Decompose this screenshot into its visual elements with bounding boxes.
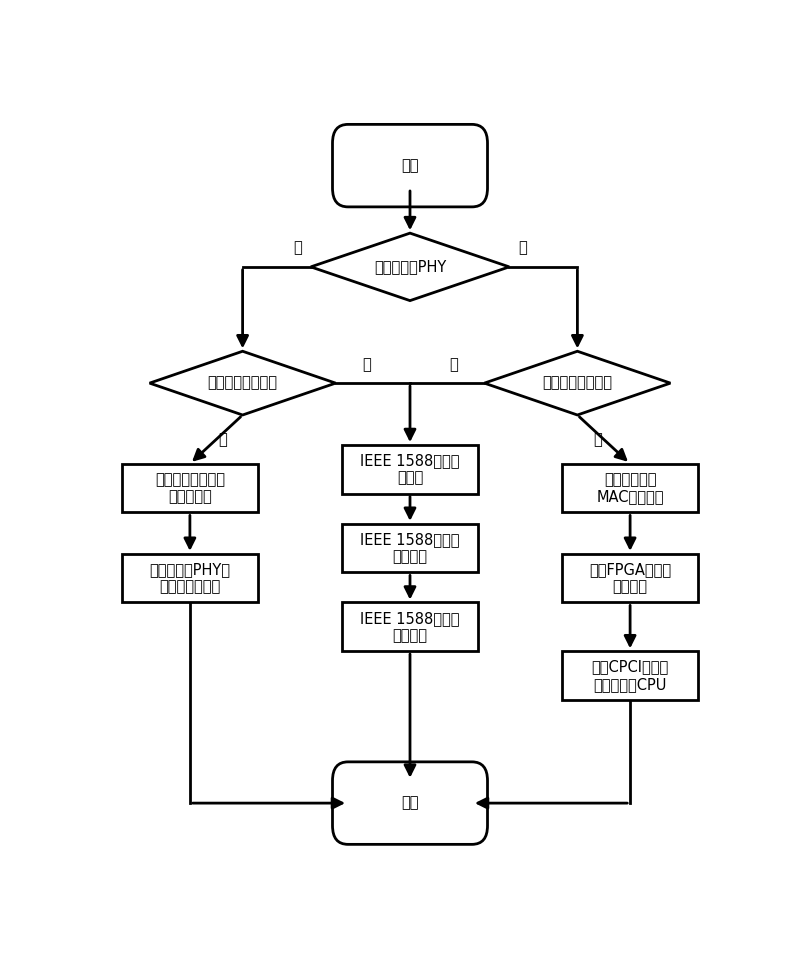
Text: 否: 否	[593, 431, 602, 447]
Text: 是: 是	[293, 241, 302, 255]
Text: 交由FPGA芯片处
理数据包: 交由FPGA芯片处 理数据包	[589, 562, 671, 594]
Bar	[562, 464, 698, 512]
Text: 是否时钟同步信号: 是否时钟同步信号	[542, 376, 613, 391]
FancyBboxPatch shape	[333, 125, 487, 206]
Bar	[122, 464, 258, 512]
Text: IEEE 1588时钟比
较与调整: IEEE 1588时钟比 较与调整	[360, 611, 460, 643]
Text: 其他信号交由
MAC芯片处理: 其他信号交由 MAC芯片处理	[596, 472, 664, 505]
Text: 否: 否	[218, 431, 227, 447]
Text: IEEE 1588包检测
与处理: IEEE 1588包检测 与处理	[360, 453, 460, 486]
Bar	[342, 524, 478, 573]
Bar	[562, 652, 698, 700]
Text: 是否时钟同步信号: 是否时钟同步信号	[208, 376, 278, 391]
Text: 是: 是	[362, 356, 371, 372]
Text: 其他信号交由内置
集线器转发: 其他信号交由内置 集线器转发	[155, 472, 225, 505]
FancyBboxPatch shape	[333, 762, 487, 844]
Text: 是否启用双PHY: 是否启用双PHY	[374, 259, 446, 275]
Text: IEEE 1588协议控
制与管理: IEEE 1588协议控 制与管理	[360, 532, 460, 564]
Text: 交由CPCI芯片传
网络数据至CPU: 交由CPCI芯片传 网络数据至CPU	[591, 659, 669, 692]
Bar	[342, 445, 478, 494]
Bar	[342, 603, 478, 652]
Polygon shape	[150, 352, 336, 415]
Polygon shape	[310, 233, 510, 301]
Bar	[562, 554, 698, 603]
Text: 通过第二个PHY芯
片发出网络信号: 通过第二个PHY芯 片发出网络信号	[150, 562, 230, 594]
Text: 否: 否	[518, 241, 527, 255]
Text: 结束: 结束	[402, 796, 418, 810]
Text: 开始: 开始	[402, 158, 418, 173]
Polygon shape	[485, 352, 670, 415]
Text: 是: 是	[449, 356, 458, 372]
Bar	[122, 554, 258, 603]
